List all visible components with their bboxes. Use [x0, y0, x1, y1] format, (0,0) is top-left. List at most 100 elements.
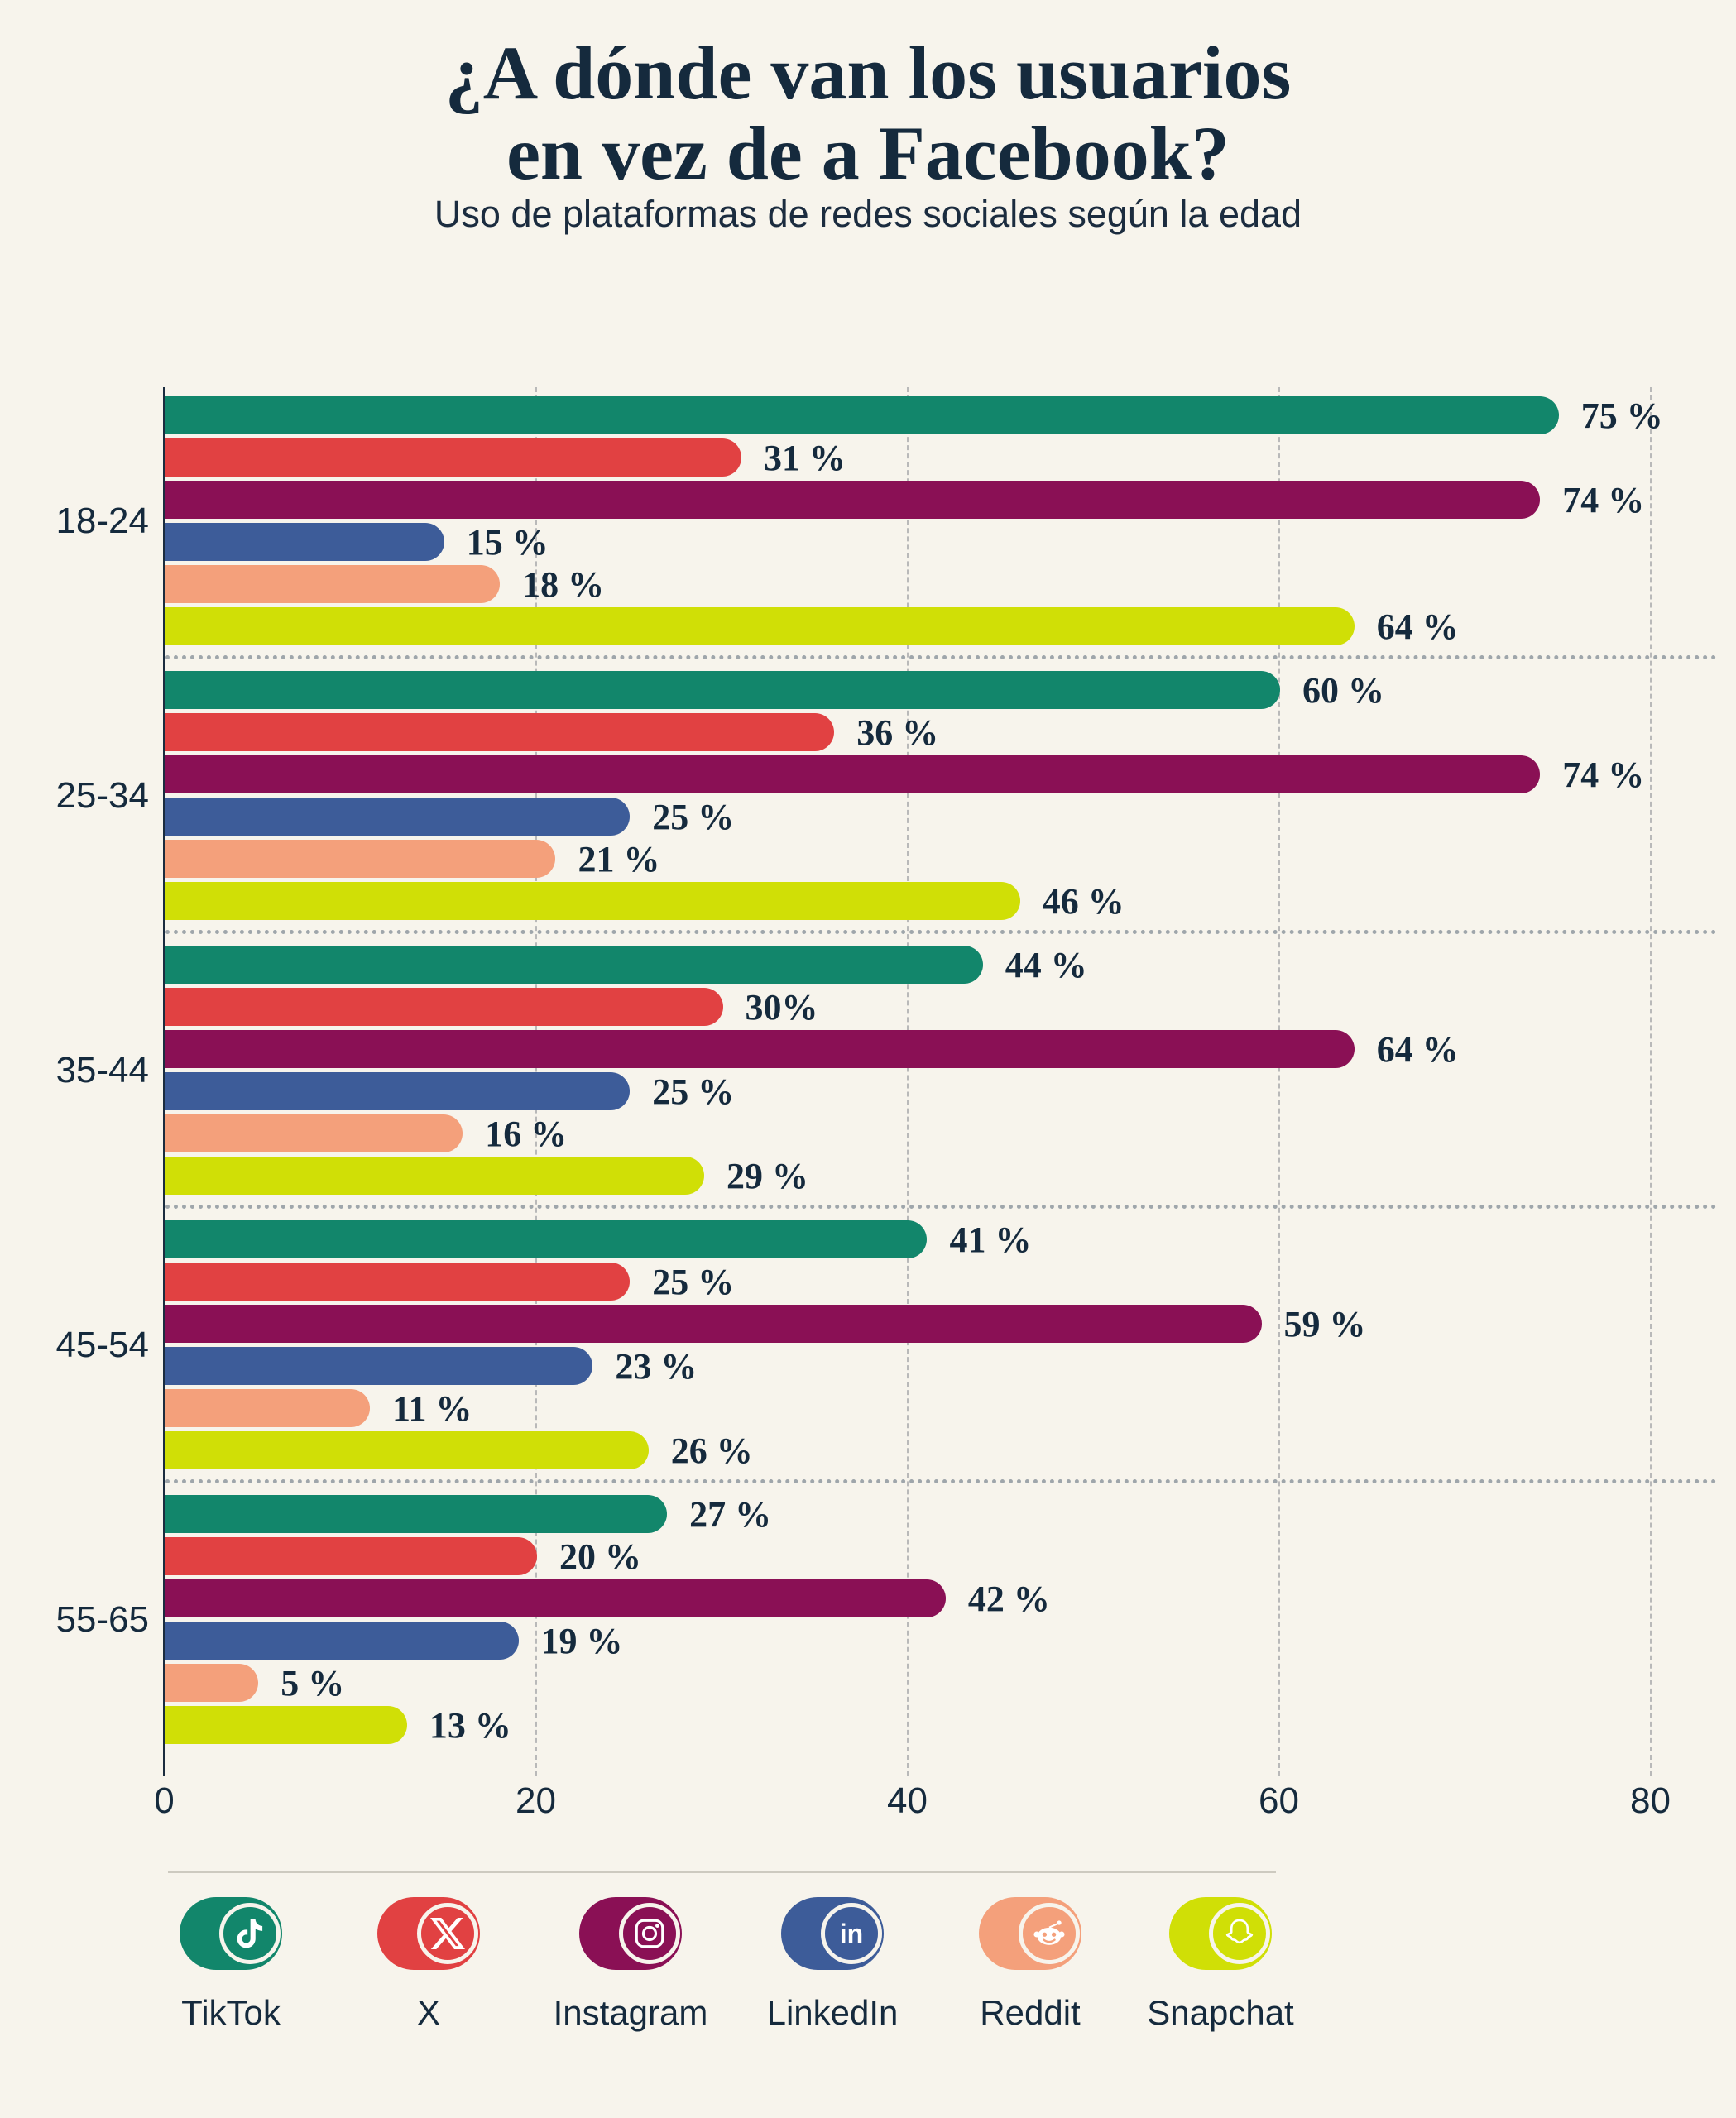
gridline-60: [1278, 387, 1280, 1776]
bar-value-label: 64 %: [1376, 606, 1459, 647]
age-axis-label: 55-65: [55, 1598, 149, 1640]
bar-instagram: [165, 481, 1541, 519]
bar-linkedin: [165, 1347, 593, 1385]
y-axis-line: [163, 387, 165, 1776]
bar-reddit: [165, 840, 556, 878]
bar-instagram: [165, 755, 1541, 793]
bar-value-label: 59 %: [1283, 1303, 1366, 1344]
age-axis-label: 25-34: [55, 774, 149, 816]
bar-value-label: 19 %: [540, 1620, 623, 1661]
bar-value-label: 16 %: [485, 1113, 568, 1154]
bar-value-label: 44 %: [1005, 944, 1087, 985]
bar-value-label: 29 %: [727, 1155, 809, 1196]
bar-row-snapchat: 29 %: [0, 1155, 1736, 1196]
bar-value-label: 46 %: [1042, 880, 1125, 922]
bar-row-linkedin: 23 %: [0, 1345, 1736, 1387]
bar-reddit: [165, 1389, 370, 1427]
age-axis-label: 35-44: [55, 1049, 149, 1090]
tiktok-icon: [180, 1897, 282, 1970]
bar-row-linkedin: 19 %: [0, 1620, 1736, 1661]
bar-value-label: 30%: [745, 986, 818, 1028]
reddit-icon-circle: [1019, 1903, 1080, 1964]
bar-row-instagram: 74 %: [0, 480, 1736, 520]
bar-tiktok: [165, 946, 983, 984]
bar-row-snapchat: 46 %: [0, 880, 1736, 922]
bar-row-reddit: 5 %: [0, 1662, 1736, 1704]
bar-snapchat: [165, 1706, 407, 1744]
bar-value-label: 13 %: [429, 1704, 511, 1746]
bar-row-x: 20 %: [0, 1536, 1736, 1577]
bar-value-label: 23 %: [615, 1345, 698, 1387]
bar-row-tiktok: 27 %: [0, 1493, 1736, 1535]
bar-value-label: 41 %: [949, 1219, 1032, 1260]
bar-instagram: [165, 1030, 1355, 1068]
bar-value-label: 15 %: [466, 521, 549, 563]
bar-row-x: 31 %: [0, 437, 1736, 478]
bar-value-label: 11 %: [391, 1387, 472, 1429]
group-separator: [165, 655, 1717, 659]
bar-row-x: 36 %: [0, 712, 1736, 753]
legend-label-reddit: Reddit: [980, 1993, 1081, 2032]
age-axis-label: 45-54: [55, 1324, 149, 1365]
bar-reddit: [165, 1664, 259, 1702]
bar-instagram: [165, 1579, 946, 1617]
page-title: ¿A dónde van los usuarios en vez de a Fa…: [0, 0, 1736, 193]
bar-row-reddit: 21 %: [0, 838, 1736, 879]
bar-value-label: 60 %: [1302, 669, 1384, 711]
bar-reddit: [165, 1114, 463, 1152]
legend-label-instagram: Instagram: [553, 1993, 708, 2032]
x-tick-label: 60: [1259, 1780, 1299, 1821]
age-axis-label: 18-24: [55, 500, 149, 541]
bar-row-tiktok: 41 %: [0, 1219, 1736, 1260]
bar-value-label: 31 %: [763, 437, 846, 478]
bar-linkedin: [165, 523, 444, 561]
bar-tiktok: [165, 671, 1280, 709]
bar-row-tiktok: 60 %: [0, 669, 1736, 711]
legend-divider: [168, 1871, 1276, 1873]
legend-label-linkedin: LinkedIn: [766, 1993, 899, 2032]
bar-value-label: 5 %: [281, 1662, 345, 1704]
bar-x: [165, 988, 723, 1026]
chart-plot-area: 18-24 75 % 31 % 74 % 15 % 18 % 64 % 25-34 60 % 36…: [0, 395, 1736, 1748]
legend-item-x: X: [329, 1897, 528, 2033]
group-separator: [165, 930, 1717, 934]
bar-reddit: [165, 565, 501, 603]
chart-subtitle: Uso de plataformas de redes sociales seg…: [434, 193, 1302, 236]
bar-value-label: 21 %: [578, 838, 660, 879]
legend-item-instagram: Instagram: [531, 1897, 730, 2033]
bar-row-instagram: 42 %: [0, 1579, 1736, 1619]
bar-x: [165, 713, 835, 751]
bar-snapchat: [165, 1157, 705, 1195]
legend-label-tiktok: TikTok: [181, 1993, 281, 2032]
bar-tiktok: [165, 1495, 668, 1533]
instagram-icon-circle: [619, 1903, 680, 1964]
bar-x: [165, 1263, 631, 1301]
snapchat-icon: [1169, 1897, 1272, 1970]
bar-tiktok: [165, 1220, 928, 1258]
snapchat-icon-circle: [1209, 1903, 1270, 1964]
bar-snapchat: [165, 882, 1020, 920]
bar-row-snapchat: 26 %: [0, 1430, 1736, 1471]
bar-row-linkedin: 15 %: [0, 521, 1736, 563]
gridline-80: [1650, 387, 1652, 1776]
bar-instagram: [165, 1305, 1262, 1343]
x-tick-label: 0: [154, 1780, 175, 1821]
legend-item-reddit: Reddit: [931, 1897, 1129, 2033]
bar-value-label: 27 %: [689, 1493, 772, 1535]
age-group-18-24: 18-24 75 % 31 % 74 % 15 % 18 % 64 %: [0, 395, 1736, 647]
title-line-2: en vez de a Facebook?: [506, 110, 1230, 195]
bar-linkedin: [165, 1072, 631, 1110]
bar-linkedin: [165, 1622, 519, 1660]
bar-row-linkedin: 25 %: [0, 797, 1736, 837]
bar-row-instagram: 74 %: [0, 755, 1736, 795]
linkedin-in-glyph: in: [839, 1919, 864, 1948]
legend-label-snapchat: Snapchat: [1147, 1993, 1294, 2032]
title-line-1: ¿A dónde van los usuarios: [444, 31, 1292, 115]
bar-value-label: 26 %: [670, 1430, 753, 1471]
bar-value-label: 18 %: [522, 563, 605, 605]
bar-value-label: 64 %: [1376, 1028, 1459, 1070]
legend-item-tiktok: TikTok: [132, 1897, 330, 2033]
chart-header: ¿A dónde van los usuarios en vez de a Fa…: [0, 0, 1736, 236]
bar-row-reddit: 11 %: [0, 1387, 1736, 1429]
group-separator: [165, 1479, 1717, 1483]
